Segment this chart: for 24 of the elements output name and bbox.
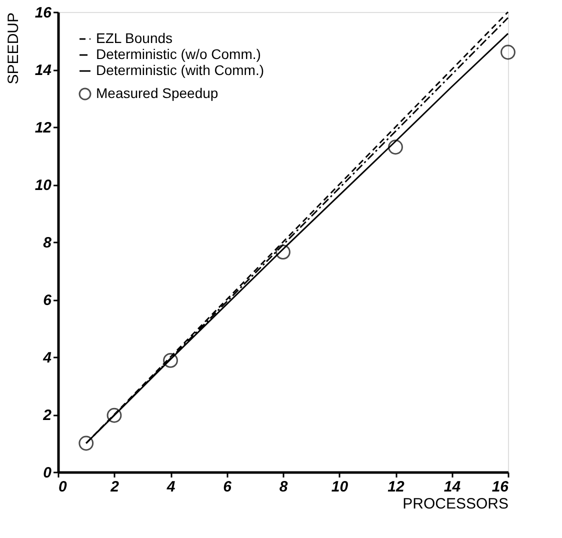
x-tick-label: 2 — [110, 478, 120, 496]
y-tick-label: 10 — [34, 177, 52, 194]
legend-label: Deterministic (w/o Comm.) — [96, 46, 261, 62]
x-tick-label: 0 — [58, 478, 68, 496]
y-tick-label: 16 — [34, 4, 52, 22]
x-tick-label: 14 — [444, 478, 462, 496]
y-tick-label: 6 — [43, 292, 52, 309]
y-tick-label: 12 — [34, 120, 52, 136]
x-tick-label: 10 — [331, 478, 349, 496]
x-tick-label: 16 — [492, 478, 510, 496]
legend-label: Measured Speedup — [96, 85, 218, 101]
y-tick-label: 0 — [43, 464, 52, 482]
y-tick-label: 8 — [43, 234, 52, 252]
x-tick-label: 6 — [223, 478, 232, 496]
x-axis-title: PROCESSORS — [402, 496, 508, 512]
x-tick-label: 8 — [279, 478, 288, 496]
y-axis-title: SPEEDUP — [4, 12, 22, 84]
y-tick-label: 14 — [34, 62, 52, 79]
x-tick-label: 12 — [388, 478, 405, 496]
y-tick-label: 2 — [42, 407, 52, 424]
x-tick-label: 4 — [166, 478, 176, 496]
y-tick-label: 4 — [42, 350, 52, 366]
legend-label: EZL Bounds — [96, 30, 173, 46]
legend-label: Deterministic (with Comm.) — [96, 62, 264, 78]
